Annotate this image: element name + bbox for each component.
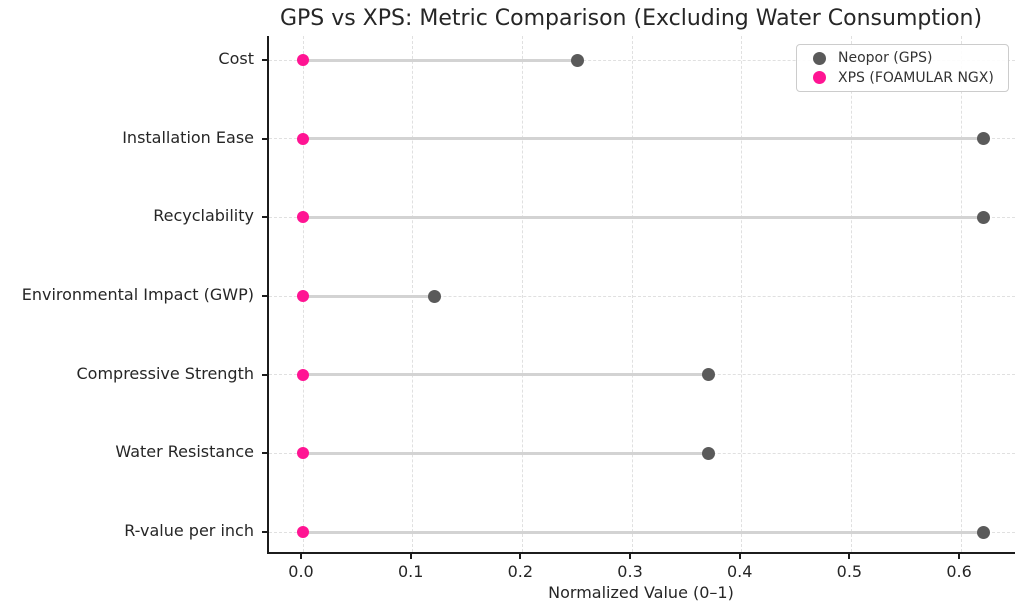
y-tick-label: Installation Ease <box>122 127 254 147</box>
connector-line <box>303 373 709 377</box>
connector-line <box>303 294 435 298</box>
legend-label-xps: XPS (FOAMULAR NGX) <box>838 69 994 86</box>
plot-area <box>267 36 1015 554</box>
y-tick-label: Environmental Impact (GWP) <box>21 285 254 304</box>
gps-data-point <box>976 210 990 224</box>
y-tick-label: Recyclability <box>153 206 254 226</box>
connector-line <box>303 137 983 141</box>
connector-line <box>303 215 983 219</box>
legend-item-xps: XPS (FOAMULAR NGX) <box>805 70 1000 86</box>
y-tick-label: Cost <box>218 49 254 68</box>
xps-data-point <box>297 526 309 538</box>
x-tick-mark <box>300 554 302 559</box>
y-tick-mark <box>262 216 267 219</box>
xps-data-point <box>297 368 309 381</box>
x-axis-label: Normalized Value (0–1) <box>548 583 734 602</box>
xps-data-point <box>297 447 309 460</box>
x-tick-label: 0.4 <box>726 562 753 581</box>
x-tick-label: 0.5 <box>836 562 863 581</box>
gridline-vertical <box>631 36 633 552</box>
gridline-vertical <box>741 36 743 552</box>
y-tick-mark <box>262 295 267 297</box>
xps-data-point <box>297 211 309 224</box>
gridline-vertical <box>850 36 852 552</box>
y-tick-label: Water Resistance <box>115 442 254 462</box>
x-tick-label: 0.6 <box>946 562 972 581</box>
y-tick-mark <box>262 452 267 455</box>
x-tick-mark <box>519 554 522 559</box>
gps-data-point <box>428 289 442 303</box>
x-tick-label: 0.2 <box>507 562 534 581</box>
gps-data-point <box>976 525 990 539</box>
x-tick-label: 0.3 <box>617 562 643 581</box>
x-tick-mark <box>848 554 851 559</box>
gridline-vertical <box>521 36 523 552</box>
y-tick-label: R-value per inch <box>124 521 254 540</box>
x-tick-mark <box>958 554 961 559</box>
legend-item-gps: Neopor (GPS) <box>805 50 1000 66</box>
xps-data-point <box>297 290 309 302</box>
y-tick-mark <box>262 59 267 61</box>
xps-data-point <box>297 132 309 145</box>
connector-line <box>303 58 578 62</box>
gps-data-point <box>976 132 990 146</box>
gridline-vertical <box>412 36 414 552</box>
x-tick-label: 0.1 <box>397 562 424 581</box>
gps-data-point <box>702 446 716 460</box>
connector-line <box>303 530 983 534</box>
gps-data-point <box>570 53 584 67</box>
legend-label-gps: Neopor (GPS) <box>838 50 933 67</box>
y-tick-mark <box>262 373 267 376</box>
connector-line <box>303 451 709 455</box>
y-tick-mark <box>262 531 267 533</box>
gps-marker-icon <box>813 51 826 65</box>
legend: Neopor (GPS) XPS (FOAMULAR NGX) <box>796 44 1009 92</box>
xps-marker-icon <box>813 71 826 85</box>
x-tick-mark <box>629 554 632 559</box>
gridline-horizontal <box>269 59 1015 61</box>
xps-data-point <box>297 54 309 66</box>
y-tick-mark <box>262 137 267 140</box>
chart-title: GPS vs XPS: Metric Comparison (Excluding… <box>279 6 983 31</box>
gps-data-point <box>702 368 716 382</box>
x-tick-mark <box>409 554 412 559</box>
y-tick-label: Compressive Strength <box>76 363 255 383</box>
gridline-vertical <box>960 36 962 552</box>
gridline-horizontal <box>269 295 1015 297</box>
x-tick-mark <box>738 554 741 559</box>
x-tick-label: 0.0 <box>288 562 314 581</box>
